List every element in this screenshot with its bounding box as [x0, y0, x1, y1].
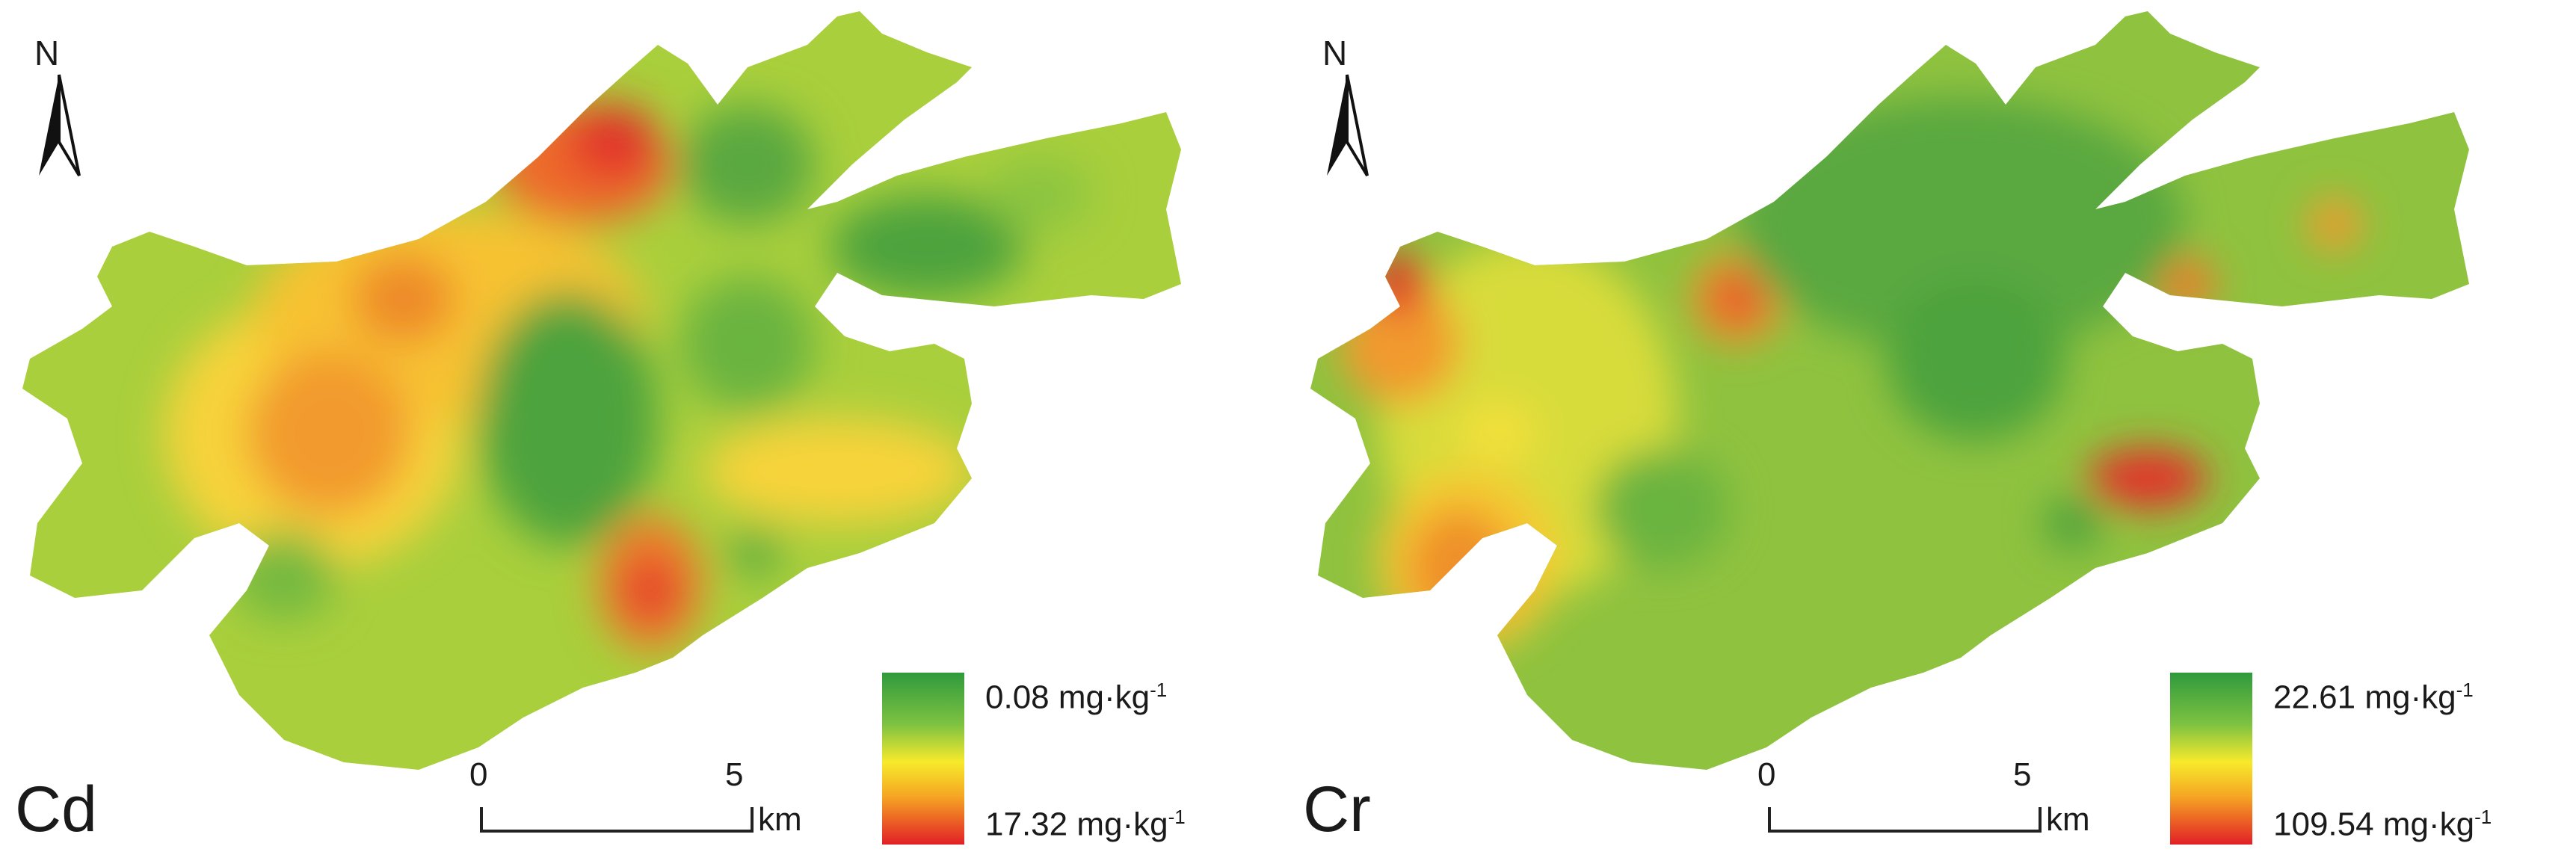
- legend-min-value: 0.08 mg·kg: [985, 679, 1150, 716]
- element-label: Cd: [15, 774, 97, 845]
- scale-unit-label: km: [758, 801, 802, 838]
- scale-five-label: 5: [725, 756, 744, 793]
- legend-min-label: 22.61 mg·kg-1: [2273, 679, 2474, 717]
- scale-bar: [1768, 807, 2042, 833]
- north-arrow-icon: [1327, 74, 1369, 177]
- scale-zero-label: 0: [469, 756, 488, 793]
- element-label: Cr: [1303, 774, 1371, 845]
- legend-min-value: 22.61 mg·kg: [2273, 679, 2456, 716]
- legend-exponent: -1: [1150, 679, 1168, 701]
- north-arrow-icon: [39, 74, 81, 177]
- scale-bar: [480, 807, 754, 833]
- legend-exponent: -1: [1168, 806, 1186, 828]
- scale-five-label: 5: [2013, 756, 2032, 793]
- north-label: N: [1322, 34, 1348, 72]
- legend-min-label: 0.08 mg·kg-1: [985, 679, 1167, 717]
- cd-concentration-map: [22, 11, 1181, 770]
- legend-max-label: 109.54 mg·kg-1: [2273, 806, 2492, 844]
- legend-max-value: 109.54 mg·kg: [2273, 806, 2475, 843]
- scale-zero-label: 0: [1757, 756, 1776, 793]
- legend-exponent: -1: [2456, 679, 2474, 701]
- legend-color-ramp: [882, 673, 964, 845]
- legend-max-value: 17.32 mg·kg: [985, 806, 1168, 843]
- cd-map-panel: N Cd 0 5 km 0.08 mg·kg-1 17.32 mg·kg-1: [15, 11, 1186, 845]
- cr-concentration-map: [1310, 11, 2469, 770]
- scale-unit-label: km: [2046, 801, 2090, 838]
- north-label: N: [34, 34, 60, 72]
- legend-exponent: -1: [2474, 806, 2492, 828]
- legend-color-ramp: [2170, 673, 2252, 845]
- legend-max-label: 17.32 mg·kg-1: [985, 806, 1186, 844]
- cr-map-panel: N Cr 0 5 km 22.61 mg·kg-1 109.54 mg·kg-1: [1288, 0, 2576, 852]
